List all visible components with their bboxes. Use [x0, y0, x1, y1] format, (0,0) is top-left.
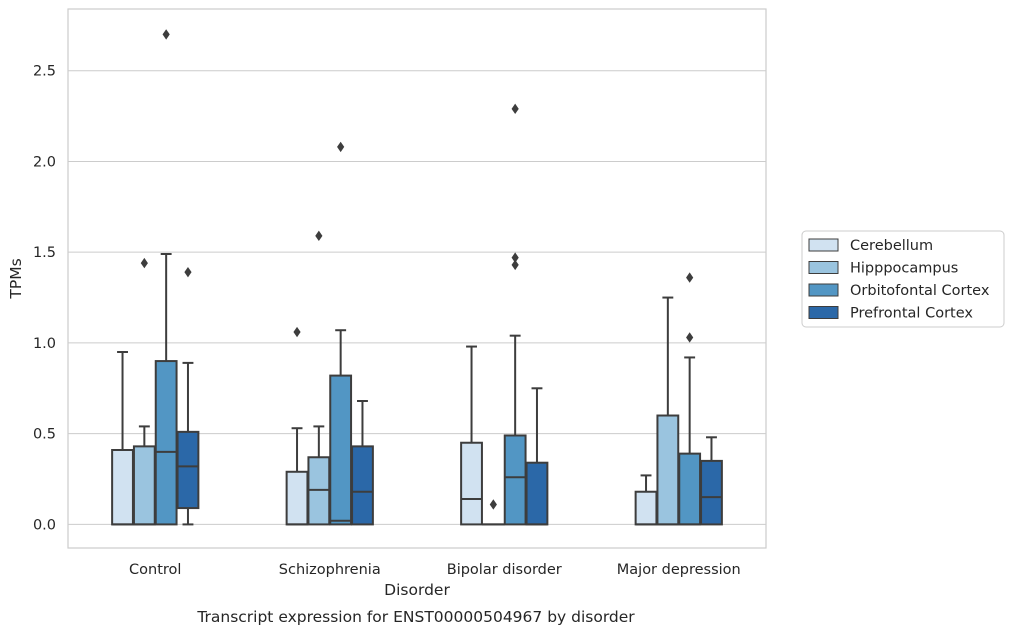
- x-axis-tick-labels: Control Schizophrenia Bipolar disorder Majo…: [129, 562, 741, 578]
- y-tick-label: 0.0: [33, 517, 56, 533]
- outlier-point: [511, 252, 519, 263]
- legend-frame: [801, 230, 1005, 328]
- outlier-point: [140, 257, 148, 269]
- box-hipppocampus-major-depression: [656, 296, 680, 526]
- legend-swatch: [808, 261, 839, 274]
- box-cerebellum-major-depression: [634, 474, 658, 526]
- box-body: [351, 445, 374, 526]
- outlier-point: [686, 332, 694, 343]
- outlier-point: [162, 29, 170, 40]
- legend-item: Cerebellum: [808, 238, 933, 254]
- y-tick-label: 2.0: [33, 154, 56, 170]
- legend-swatch: [808, 306, 839, 319]
- box-prefrontal-cortex-major-depression: [700, 436, 723, 526]
- outlier-point: [184, 266, 192, 278]
- plot-area-frame: [67, 8, 767, 549]
- box-prefrontal-cortex-bipolar-disorder: [525, 387, 549, 526]
- legend-item: Orbitofontal Cortex: [808, 283, 990, 299]
- box-body: [525, 461, 549, 526]
- box-hipppocampus-schizophrenia: [307, 230, 331, 526]
- box-body: [460, 441, 483, 526]
- outlier-point: [511, 103, 519, 115]
- boxes: [111, 29, 723, 526]
- box-cerebellum-schizophrenia: [285, 326, 309, 526]
- legend-item: Prefrontal Cortex: [808, 306, 973, 322]
- outlier-point: [293, 326, 301, 338]
- box-body: [176, 430, 200, 510]
- box-orbitofontal-cortex-major-depression: [678, 272, 702, 526]
- box-body: [285, 470, 309, 526]
- legend-label: Prefrontal Cortex: [850, 306, 973, 322]
- box-body: [678, 452, 702, 526]
- legend-label: Hipppocampus: [850, 261, 958, 277]
- x-tick-label: Bipolar disorder: [447, 562, 562, 578]
- y-axis-tick-labels: 0.0 0.5 1.0 1.5 2.0 2.5: [33, 64, 56, 534]
- x-axis-label: Disorder: [384, 581, 450, 599]
- legend-label: Orbitofontal Cortex: [850, 283, 990, 299]
- outlier-point: [337, 141, 345, 153]
- legend-swatch: [808, 283, 839, 297]
- legend-item: Hipppocampus: [808, 261, 958, 277]
- box-body: [656, 414, 680, 526]
- box-body: [503, 434, 527, 526]
- box-hipppocampus-control: [132, 257, 156, 526]
- box-orbitofontal-cortex-bipolar-disorder: [503, 103, 527, 526]
- box-prefrontal-cortex-schizophrenia: [351, 400, 374, 526]
- box-body: [329, 374, 353, 526]
- legend-swatch: [808, 238, 839, 252]
- legend: Cerebellum Hipppocampus Orbitofontal Corte…: [801, 230, 1005, 328]
- box-body: [700, 459, 723, 526]
- y-axis-label: TPMs: [7, 258, 25, 299]
- y-tick-label: 1.0: [33, 336, 56, 352]
- box-prefrontal-cortex-control: [176, 266, 200, 526]
- outlier-point: [511, 259, 519, 271]
- box-orbitofontal-cortex-schizophrenia: [329, 141, 353, 526]
- legend-label: Cerebellum: [850, 238, 933, 254]
- box-body: [111, 449, 134, 526]
- box-cerebellum-bipolar-disorder: [460, 345, 483, 526]
- y-tick-label: 1.5: [33, 245, 56, 261]
- y-tick-label: 2.5: [33, 64, 56, 80]
- box-orbitofontal-cortex-control: [154, 29, 178, 526]
- outlier-point: [489, 499, 497, 510]
- x-tick-label: Control: [129, 562, 181, 578]
- box-body: [154, 360, 178, 526]
- outlier-point: [686, 272, 694, 283]
- figure-caption: Transcript expression for ENST0000050496…: [196, 608, 635, 626]
- box-cerebellum-control: [111, 351, 134, 526]
- x-tick-label: Schizophrenia: [279, 562, 381, 578]
- x-tick-label: Major depression: [617, 562, 741, 578]
- box-hipppocampus-bipolar-disorder: [481, 499, 505, 526]
- outlier-point: [315, 230, 323, 242]
- box-body: [132, 445, 156, 526]
- box-body: [634, 490, 658, 526]
- y-tick-label: 0.5: [33, 427, 56, 443]
